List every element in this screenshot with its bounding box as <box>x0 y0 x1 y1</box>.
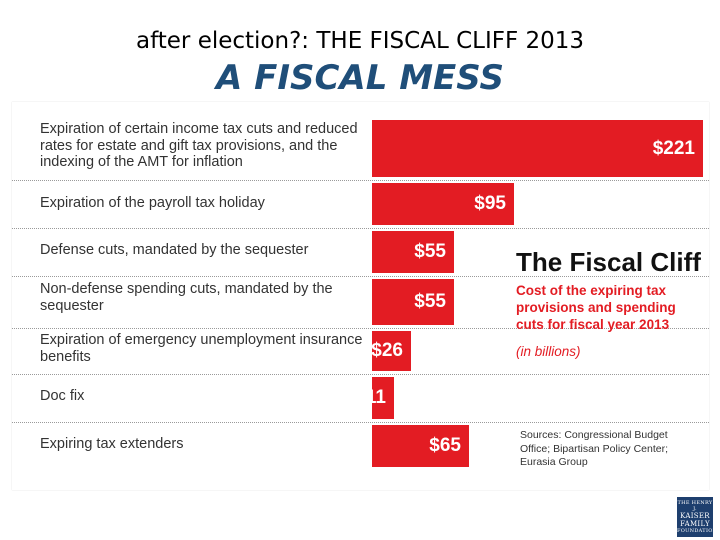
row-separator <box>12 374 709 375</box>
logo-line: FAMILY <box>680 520 710 528</box>
chart-subtitle: Cost of the expiring tax provisions and … <box>516 283 676 332</box>
logo-line: THE HENRY J. <box>677 500 713 512</box>
logo-line: KAISER <box>680 512 710 520</box>
category-label: Expiring tax extenders <box>40 436 184 452</box>
category-label: Expiration of the payroll tax holiday <box>40 195 265 211</box>
slide-subtitle: A FISCAL MESS <box>215 58 505 98</box>
bar: $11 <box>355 377 394 419</box>
row-separator <box>12 180 709 181</box>
slide-title: after election?: THE FISCAL CLIFF 2013 <box>135 28 585 54</box>
row-separator <box>12 328 709 329</box>
category-label: Expiration of emergency unemployment ins… <box>40 332 363 365</box>
bar: $95 <box>372 183 514 225</box>
bar: $26 <box>371 331 411 371</box>
bar: $221 <box>372 120 703 177</box>
bar-value-label: $26 <box>371 340 403 361</box>
bar-value-label: $55 <box>414 241 446 262</box>
row-separator <box>12 228 709 229</box>
row-separator <box>12 276 709 277</box>
bar-value-label: $95 <box>474 193 506 214</box>
chart-title: The Fiscal Cliff <box>516 247 701 277</box>
fiscal-cliff-chart: Expiration of certain income tax cuts an… <box>12 102 709 490</box>
bar: $55 <box>372 279 454 325</box>
bar-value-label: $55 <box>414 291 446 312</box>
category-label: Non-defense spending cuts, mandated by t… <box>40 281 333 314</box>
category-label: Expiration of certain income tax cuts an… <box>40 121 358 170</box>
chart-units: (in billions) <box>516 344 581 359</box>
bar: $55 <box>372 231 454 273</box>
bar-value-label: $221 <box>652 137 695 159</box>
bar-value-label: $11 <box>355 387 386 408</box>
bar: $65 <box>372 425 469 467</box>
chart-sources: Sources: Congressional Budget Office; Bi… <box>520 429 669 468</box>
category-label: Defense cuts, mandated by the sequester <box>40 242 309 258</box>
logo-line: FOUNDATION <box>677 528 718 534</box>
kaiser-family-foundation-logo: THE HENRY J. KAISER FAMILY FOUNDATION <box>677 497 718 537</box>
category-label: Doc fix <box>40 388 85 404</box>
row-separator <box>12 422 709 423</box>
bar-value-label: $65 <box>429 435 461 456</box>
